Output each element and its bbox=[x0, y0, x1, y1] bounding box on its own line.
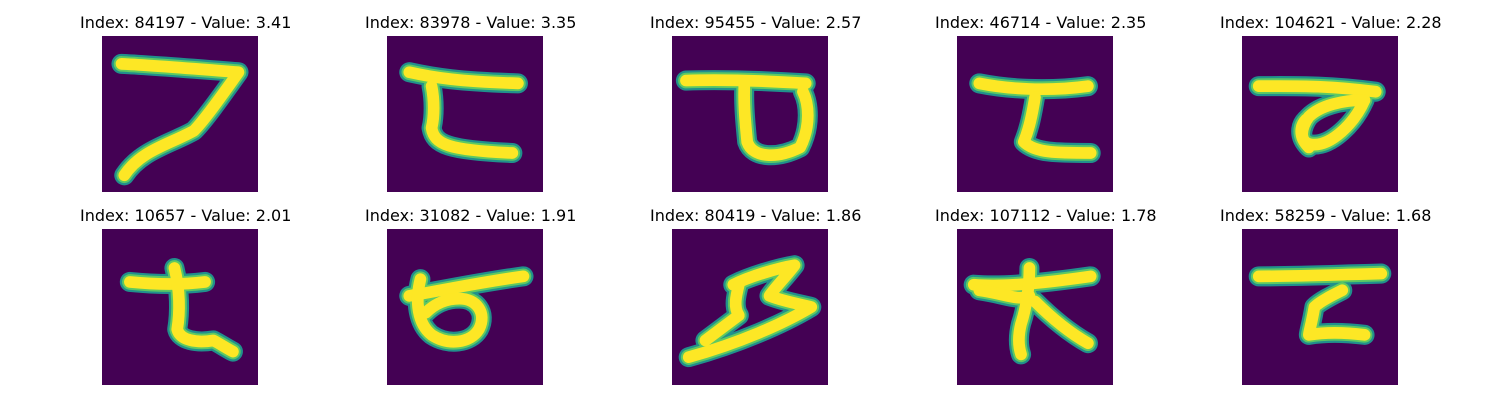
digit-panel-8: Index: 80419 - Value: 1.86 bbox=[650, 206, 862, 396]
digit-image bbox=[672, 36, 828, 192]
digit-panel-7: Index: 31082 - Value: 1.91 bbox=[365, 206, 577, 396]
digit-image bbox=[957, 36, 1113, 192]
panel-title: Index: 84197 - Value: 3.41 bbox=[80, 13, 292, 32]
digit-image bbox=[387, 36, 543, 192]
digit-image bbox=[1242, 229, 1398, 385]
panel-title: Index: 95455 - Value: 2.57 bbox=[650, 13, 862, 32]
panel-title: Index: 46714 - Value: 2.35 bbox=[935, 13, 1147, 32]
digit-panel-1: Index: 84197 - Value: 3.41 bbox=[80, 13, 292, 203]
digit-panel-6: Index: 10657 - Value: 2.01 bbox=[80, 206, 292, 396]
digit-image bbox=[957, 229, 1113, 385]
panel-title: Index: 104621 - Value: 2.28 bbox=[1220, 13, 1442, 32]
panel-title: Index: 10657 - Value: 2.01 bbox=[80, 206, 292, 225]
panel-title: Index: 83978 - Value: 3.35 bbox=[365, 13, 577, 32]
panel-title: Index: 80419 - Value: 1.86 bbox=[650, 206, 862, 225]
digit-panel-9: Index: 107112 - Value: 1.78 bbox=[935, 206, 1157, 396]
digit-panel-3: Index: 95455 - Value: 2.57 bbox=[650, 13, 862, 203]
digit-panel-10: Index: 58259 - Value: 1.68 bbox=[1220, 206, 1432, 396]
digit-panel-5: Index: 104621 - Value: 2.28 bbox=[1220, 13, 1442, 203]
panel-title: Index: 58259 - Value: 1.68 bbox=[1220, 206, 1432, 225]
panel-title: Index: 31082 - Value: 1.91 bbox=[365, 206, 577, 225]
digit-image bbox=[672, 229, 828, 385]
digit-image bbox=[1242, 36, 1398, 192]
digit-panel-2: Index: 83978 - Value: 3.35 bbox=[365, 13, 577, 203]
digit-image bbox=[102, 229, 258, 385]
digit-image bbox=[387, 229, 543, 385]
digit-image bbox=[102, 36, 258, 192]
panel-title: Index: 107112 - Value: 1.78 bbox=[935, 206, 1157, 225]
digit-panel-4: Index: 46714 - Value: 2.35 bbox=[935, 13, 1147, 203]
